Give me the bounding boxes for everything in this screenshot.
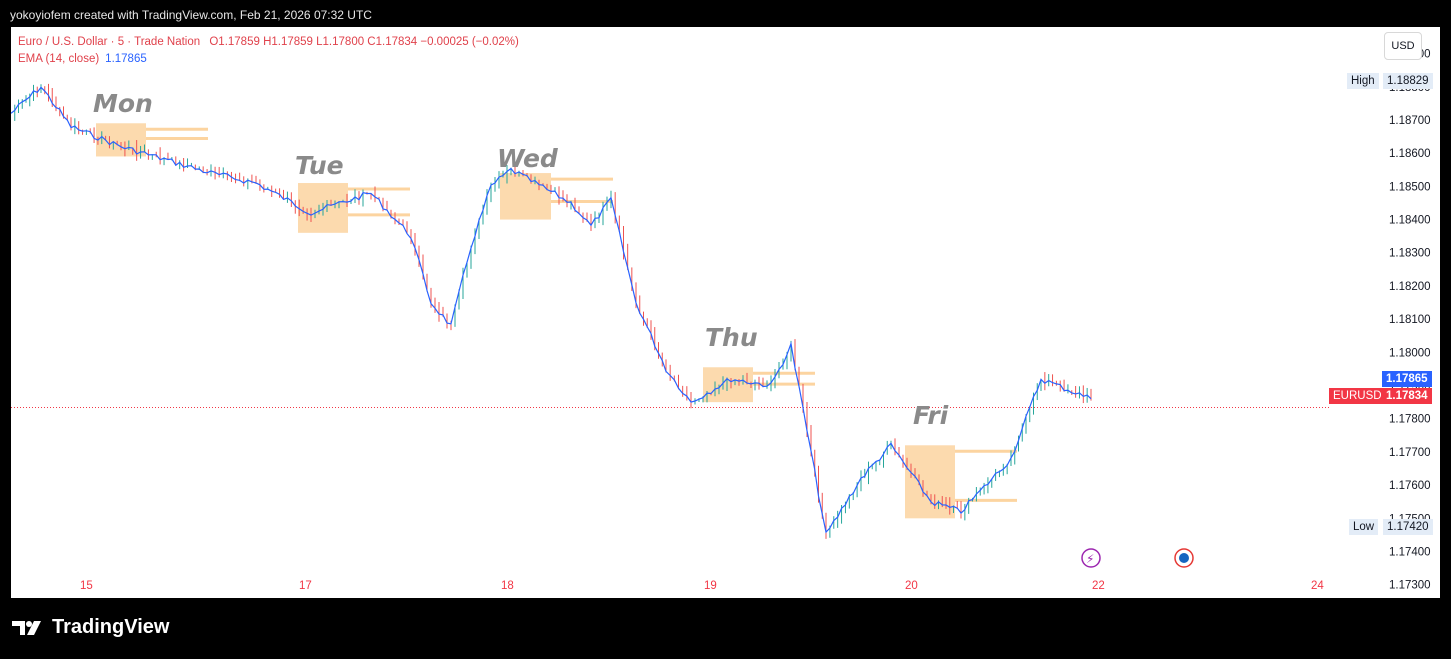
high-label: High: [1347, 73, 1379, 89]
symbol-title[interactable]: Euro / U.S. Dollar · 5 · Trade Nation: [18, 36, 201, 48]
y-tick-label: 1.18700: [1389, 115, 1431, 127]
economic-event-icon-inner: [1179, 553, 1189, 563]
y-tick-label: 1.18300: [1389, 248, 1431, 260]
session-range-box: [905, 445, 955, 519]
day-label-mon: Mon: [93, 89, 153, 118]
low-label: Low: [1349, 519, 1379, 535]
chart-caption: yokoyiofem created with TradingView.com,…: [10, 8, 372, 22]
session-range-box: [703, 367, 753, 403]
x-tick-label: 19: [704, 580, 717, 592]
tradingview-brand: TradingView: [52, 616, 170, 638]
y-tick-label: 1.18200: [1389, 281, 1431, 293]
x-tick-label: 15: [80, 580, 93, 592]
ema-line[interactable]: [11, 86, 1092, 534]
x-tick-label: 18: [501, 580, 514, 592]
y-tick-label: 1.17800: [1389, 414, 1431, 426]
y-tick-label: 1.17600: [1389, 480, 1431, 492]
high-value: 1.18829: [1383, 73, 1433, 89]
y-tick-label: 1.17700: [1389, 447, 1431, 459]
day-label-thu: Thu: [705, 323, 758, 352]
y-tick-label: 1.18100: [1389, 314, 1431, 326]
chart-frame[interactable]: 1.173001.174001.175001.176001.177001.178…: [11, 27, 1440, 598]
tradingview-footer[interactable]: TradingView: [12, 616, 169, 639]
day-label-fri: Fri: [913, 401, 949, 430]
last-price-tag: 1.17834: [1382, 388, 1432, 404]
ema-label[interactable]: EMA (14, close): [18, 53, 100, 65]
y-tick-label: 1.18400: [1389, 215, 1431, 227]
tradingview-logo-icon: [12, 620, 41, 635]
day-label-tue: Tue: [295, 151, 344, 180]
session-range-box: [500, 173, 551, 220]
y-tick-label: 1.18500: [1389, 181, 1431, 193]
ema-legend-value: 1.17865: [105, 53, 147, 65]
symbol-legend[interactable]: Euro / U.S. Dollar · 5 · Trade Nation O1…: [18, 36, 519, 48]
ohlc-values: O1.17859 H1.17859 L1.17800 C1.17834 −0.0…: [209, 36, 519, 48]
day-label-wed: Wed: [497, 144, 558, 173]
y-tick-label: 1.17400: [1389, 547, 1431, 559]
x-tick-label: 22: [1092, 580, 1105, 592]
x-tick-label: 17: [299, 580, 312, 592]
lightning-glyph: ⚡: [1086, 552, 1094, 566]
ema-price-tag: 1.17865: [1382, 371, 1432, 387]
lightning-event-icon[interactable]: [1081, 548, 1101, 568]
price-chart[interactable]: 1.173001.174001.175001.176001.177001.178…: [11, 27, 1440, 598]
session-range-box: [96, 123, 146, 157]
symbol-tag[interactable]: EURUSD: [1329, 388, 1386, 404]
ema-legend[interactable]: EMA (14, close) 1.17865: [18, 53, 147, 65]
y-tick-label: 1.18600: [1389, 148, 1431, 160]
low-value: 1.17420: [1383, 519, 1433, 535]
x-tick-label: 24: [1311, 580, 1324, 592]
currency-button[interactable]: USD: [1384, 32, 1422, 60]
y-tick-label: 1.18000: [1389, 347, 1431, 359]
x-tick-label: 20: [905, 580, 918, 592]
y-tick-label: 1.17300: [1389, 580, 1431, 592]
